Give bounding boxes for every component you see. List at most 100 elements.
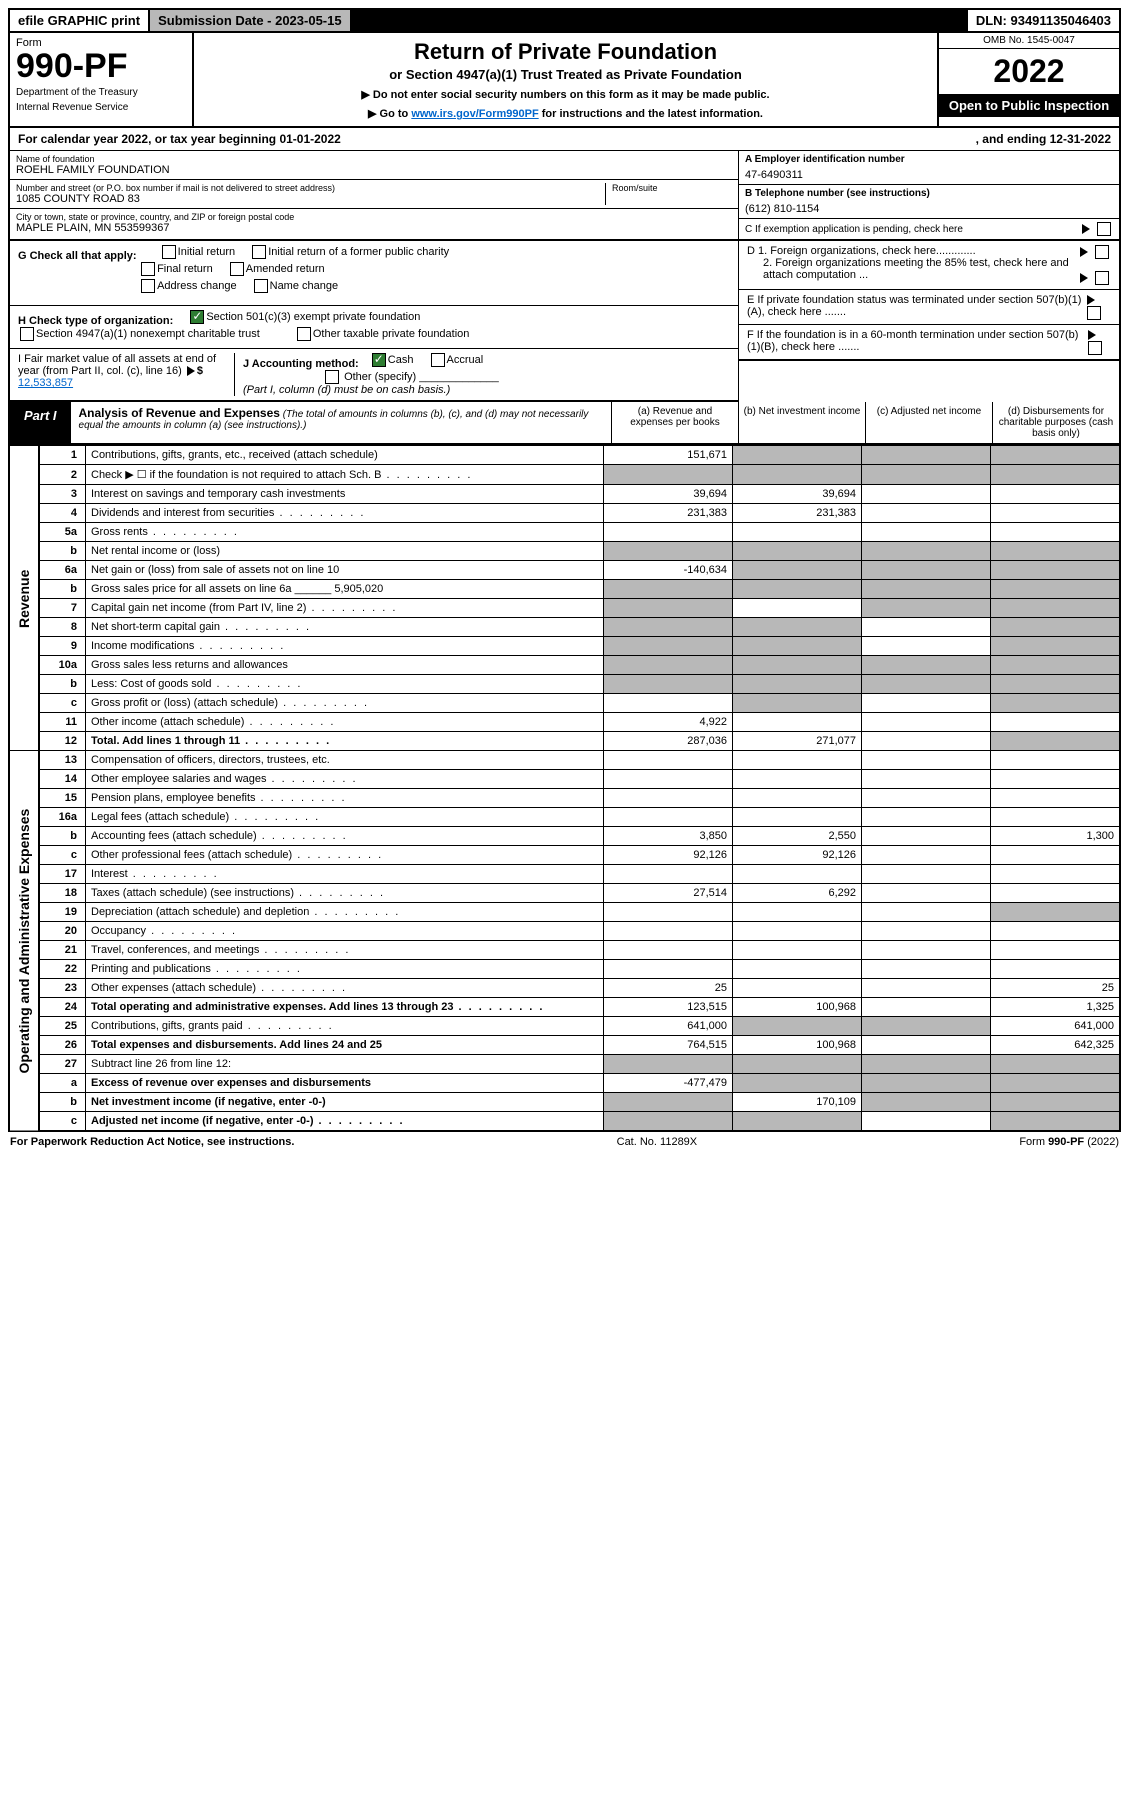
j-other-cb[interactable] <box>325 370 339 384</box>
cell: 25 <box>991 979 1121 998</box>
row-number: 4 <box>39 504 86 523</box>
cell <box>991 465 1121 485</box>
g-initial-return-cb[interactable] <box>162 245 176 259</box>
cell <box>862 637 991 656</box>
j-cash-cb[interactable] <box>372 353 386 367</box>
row-desc: Gross sales price for all assets on line… <box>86 580 604 599</box>
cell: 764,515 <box>604 1036 733 1055</box>
g-address-cb[interactable] <box>141 279 155 293</box>
cell <box>991 922 1121 941</box>
ein-row: A Employer identification number 47-6490… <box>739 151 1119 185</box>
cell <box>733 675 862 694</box>
j-accrual-cb[interactable] <box>431 353 445 367</box>
h-opt-3: Other taxable private foundation <box>313 328 470 340</box>
row-number: 9 <box>39 637 86 656</box>
d-row: D 1. Foreign organizations, check here..… <box>739 241 1119 290</box>
cell: 27,514 <box>604 884 733 903</box>
cell <box>991 941 1121 960</box>
part1-desc: Analysis of Revenue and Expenses (The to… <box>71 402 611 443</box>
cell <box>862 960 991 979</box>
cell: 6,292 <box>733 884 862 903</box>
e-cb[interactable] <box>1087 306 1101 320</box>
cell <box>604 922 733 941</box>
row-desc: Capital gain net income (from Part IV, l… <box>86 599 604 618</box>
cell <box>991 523 1121 542</box>
row-desc: Other expenses (attach schedule) <box>86 979 604 998</box>
row-number: 26 <box>39 1036 86 1055</box>
row-number: 23 <box>39 979 86 998</box>
cell <box>862 827 991 846</box>
cell <box>862 789 991 808</box>
part1-title: Analysis of Revenue and Expenses <box>79 406 280 420</box>
g-opt-1: Initial return of a former public charit… <box>268 246 449 258</box>
address-row: Number and street (or P.O. box number if… <box>10 180 738 209</box>
cell <box>733 580 862 599</box>
form-header: Form 990-PF Department of the Treasury I… <box>8 33 1121 128</box>
row-number: b <box>39 827 86 846</box>
row-number: 19 <box>39 903 86 922</box>
goto-line: ▶ Go to www.irs.gov/Form990PF for instru… <box>204 107 927 120</box>
row-desc: Check ▶ ☐ if the foundation is not requi… <box>86 465 604 485</box>
row-desc: Gross rents <box>86 523 604 542</box>
cell: 100,968 <box>733 1036 862 1055</box>
cell: 39,694 <box>733 485 862 504</box>
g-amended-cb[interactable] <box>230 262 244 276</box>
foundation-name-row: Name of foundation ROEHL FAMILY FOUNDATI… <box>10 151 738 180</box>
c-checkbox[interactable] <box>1097 222 1111 236</box>
goto-suffix: for instructions and the latest informat… <box>539 108 763 120</box>
d1-cb[interactable] <box>1095 245 1109 259</box>
cell <box>604 960 733 979</box>
cell: 151,671 <box>604 446 733 465</box>
row-number: 22 <box>39 960 86 979</box>
g-name-cb[interactable] <box>254 279 268 293</box>
h-4947-cb[interactable] <box>20 327 34 341</box>
h-501c3-cb[interactable] <box>190 310 204 324</box>
h-other-cb[interactable] <box>297 327 311 341</box>
cell <box>991 656 1121 675</box>
cell: 25 <box>604 979 733 998</box>
cell <box>733 1112 862 1132</box>
cell <box>991 542 1121 561</box>
cell <box>991 770 1121 789</box>
row-desc: Net short-term capital gain <box>86 618 604 637</box>
cell <box>604 1093 733 1112</box>
form-number: 990-PF <box>16 49 186 83</box>
cell <box>604 656 733 675</box>
cell: 231,383 <box>604 504 733 523</box>
row-desc: Occupancy <box>86 922 604 941</box>
cell <box>862 998 991 1017</box>
row-desc: Income modifications <box>86 637 604 656</box>
row-number: 6a <box>39 561 86 580</box>
cell: -477,479 <box>604 1074 733 1093</box>
exemption-row: C If exemption application is pending, c… <box>739 219 1119 239</box>
row-desc: Less: Cost of goods sold <box>86 675 604 694</box>
cell <box>733 561 862 580</box>
g-final-cb[interactable] <box>141 262 155 276</box>
row-number: 21 <box>39 941 86 960</box>
f-cb[interactable] <box>1088 341 1102 355</box>
cell <box>604 770 733 789</box>
cell <box>733 656 862 675</box>
phone-value: (612) 810-1154 <box>745 203 1113 215</box>
row-desc: Total expenses and disbursements. Add li… <box>86 1036 604 1055</box>
cal-begin: For calendar year 2022, or tax year begi… <box>18 132 976 146</box>
cell <box>604 675 733 694</box>
d2-cb[interactable] <box>1095 271 1109 285</box>
entity-info-block: Name of foundation ROEHL FAMILY FOUNDATI… <box>8 151 1121 241</box>
cell: 100,968 <box>733 998 862 1017</box>
page-footer: For Paperwork Reduction Act Notice, see … <box>8 1132 1121 1152</box>
row-number: 5a <box>39 523 86 542</box>
row-desc: Gross sales less returns and allowances <box>86 656 604 675</box>
g-initial-former-cb[interactable] <box>252 245 266 259</box>
header-middle: Return of Private Foundation or Section … <box>194 33 937 126</box>
calendar-year-row: For calendar year 2022, or tax year begi… <box>8 128 1121 151</box>
g-opt-4: Address change <box>157 280 237 292</box>
cell <box>604 751 733 770</box>
cell <box>733 713 862 732</box>
row-desc: Net investment income (if negative, ente… <box>86 1093 604 1112</box>
irs-link[interactable]: www.irs.gov/Form990PF <box>411 108 538 120</box>
col-a-header: (a) Revenue and expenses per books <box>611 402 738 443</box>
h-row: H Check type of organization: Section 50… <box>10 306 738 349</box>
cell <box>862 922 991 941</box>
row-desc: Other employee salaries and wages <box>86 770 604 789</box>
